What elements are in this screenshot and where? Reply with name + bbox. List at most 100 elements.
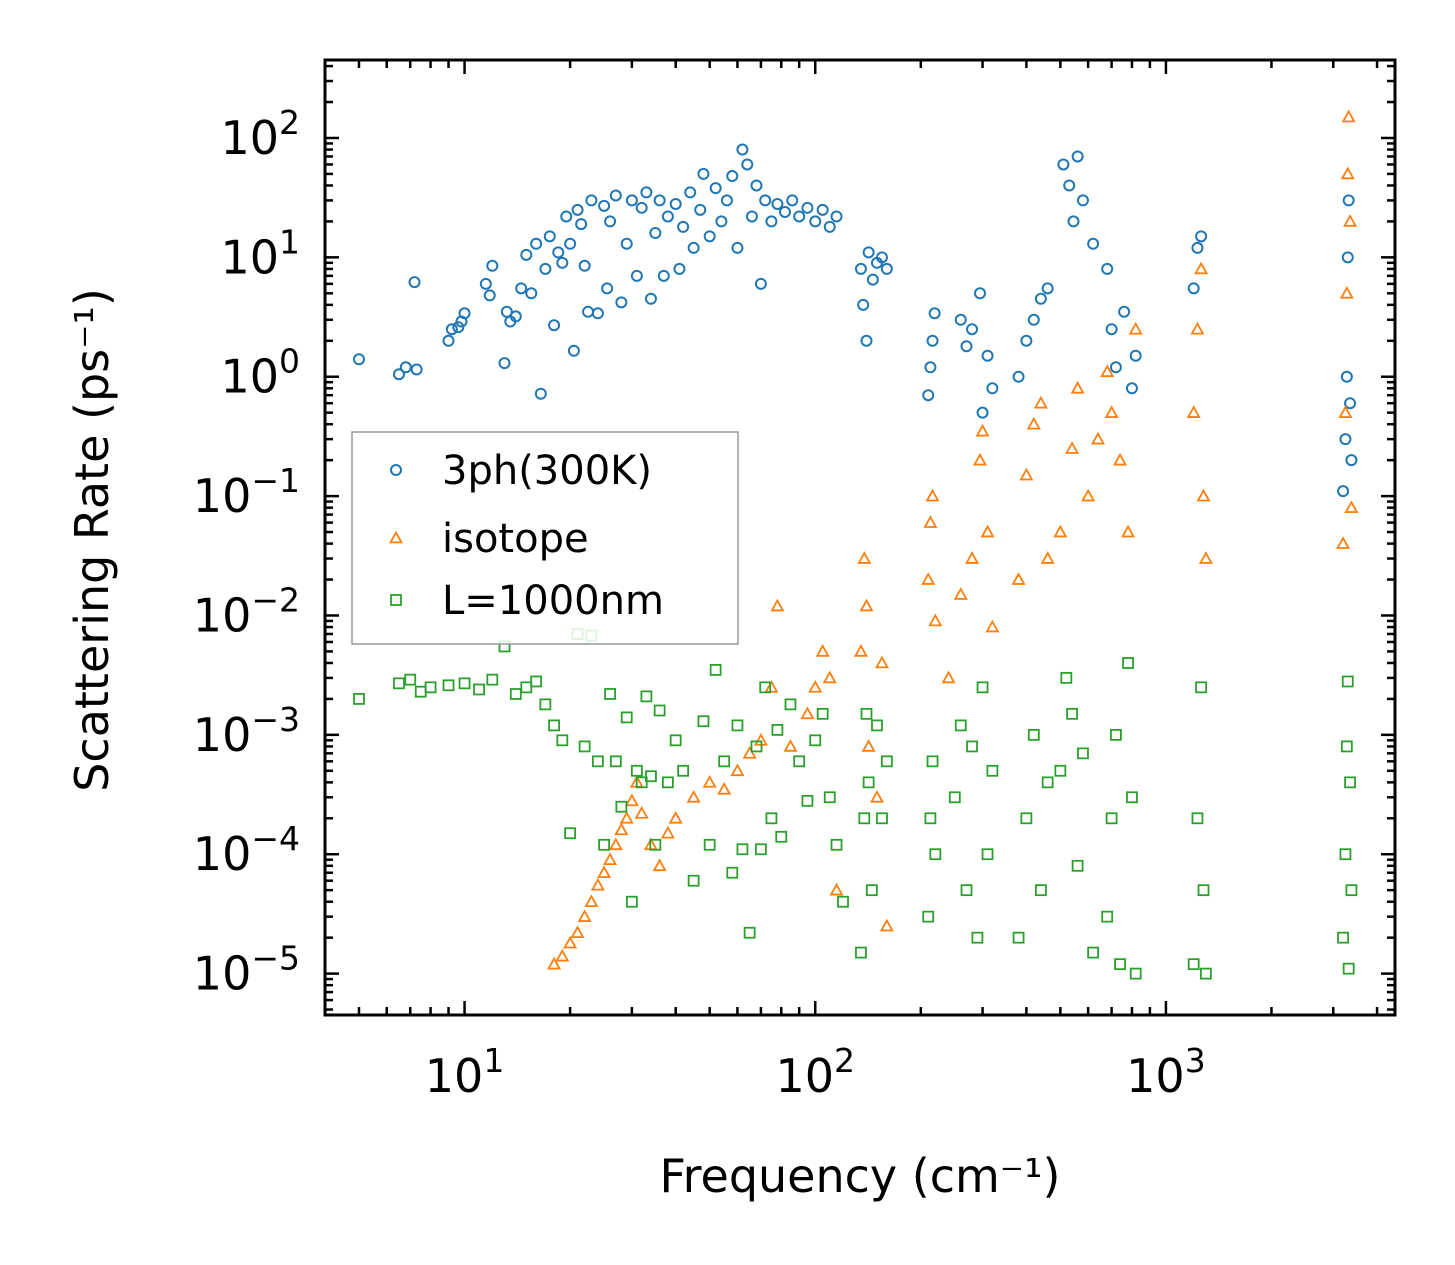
data-point-square [591, 755, 604, 768]
data-point-triangle [1011, 572, 1026, 585]
data-point-square [929, 848, 942, 861]
data-point-circle [880, 262, 893, 275]
data-point-square [1191, 812, 1204, 825]
data-point-circle [1105, 323, 1118, 336]
data-point-square [759, 681, 772, 694]
data-point-circle [392, 368, 405, 381]
data-point-circle [765, 215, 778, 228]
data-point-triangle [717, 781, 732, 795]
data-point-square [1060, 671, 1073, 684]
data-point-square [926, 755, 939, 768]
legend: 3ph(300K) isotope L=1000nm [351, 431, 739, 645]
data-point-square [486, 673, 499, 686]
y-tick-label: 10−3 [193, 700, 300, 762]
data-point-circle [697, 167, 710, 180]
data-point-circle [1076, 194, 1089, 207]
data-point-triangle [1081, 488, 1096, 502]
data-point-circle [585, 194, 598, 207]
data-point-square [731, 719, 744, 732]
data-point-square [539, 698, 552, 711]
data-point-square [630, 764, 643, 777]
data-point-triangle [980, 524, 995, 538]
data-point-square [1339, 848, 1352, 861]
data-point-triangle [730, 763, 745, 777]
data-point-square [1342, 962, 1355, 975]
data-point-triangle [822, 670, 837, 684]
data-point-circle [1067, 215, 1080, 228]
data-point-square [649, 838, 662, 851]
data-point-triangle [1339, 285, 1354, 299]
legend-label: isotope [442, 516, 589, 562]
data-point-triangle [859, 598, 874, 612]
data-point-square [1054, 764, 1067, 777]
data-point-circle [754, 277, 767, 290]
data-point-circle [1034, 292, 1047, 305]
data-point-square [858, 812, 871, 825]
data-point-triangle [1100, 364, 1115, 378]
data-point-triangle [652, 858, 667, 872]
data-point-triangle [861, 739, 876, 752]
data-point-circle [731, 241, 744, 254]
data-point-triangle [1186, 405, 1201, 418]
data-point-square [1345, 884, 1358, 897]
data-point-circle [830, 210, 843, 223]
data-point-circle [498, 357, 511, 370]
data-point-triangle [547, 956, 562, 970]
data-point-square [1344, 776, 1356, 789]
data-point-triangle [783, 739, 798, 752]
data-point-circle [591, 307, 604, 320]
data-point-square [865, 884, 878, 897]
data-point-circle [966, 323, 979, 336]
data-point-square [743, 926, 756, 939]
data-point-triangle [742, 745, 757, 759]
data-point-square [1071, 859, 1084, 872]
data-point-circle [720, 194, 733, 207]
data-point-triangle [879, 918, 894, 932]
data-point-circle [823, 220, 836, 233]
data-point-circle [1027, 313, 1040, 326]
data-point-square [1077, 747, 1089, 760]
data-point-circle [609, 189, 622, 202]
data-point-square [703, 838, 716, 851]
data-point-triangle [603, 852, 618, 865]
data-point-square [1129, 967, 1142, 980]
data-point-circle [860, 334, 873, 347]
data-point-circle [515, 282, 528, 295]
data-point-square [620, 711, 633, 724]
data-point-circle [866, 273, 879, 286]
data-point-triangle [1019, 467, 1034, 481]
data-point-triangle [923, 515, 938, 528]
data-point-circle [548, 319, 561, 332]
data-point-circle [1109, 361, 1122, 374]
data-point-square [677, 764, 690, 777]
data-point-square [726, 866, 739, 879]
data-point-square [548, 719, 560, 732]
data-point-circle [673, 262, 686, 275]
data-point-triangle [634, 805, 649, 819]
data-point-triangle [953, 587, 968, 600]
data-point-square [556, 734, 569, 747]
data-point-triangle [928, 613, 943, 627]
data-point-triangle [829, 882, 844, 896]
data-point-square [1027, 728, 1040, 741]
data-point-circle [352, 353, 365, 366]
x-axis-title: Frequency (cm⁻¹) [660, 1149, 1061, 1203]
data-point-square [564, 827, 577, 840]
data-point-square [1122, 657, 1134, 669]
data-point-square [718, 755, 731, 768]
data-point-circle [924, 361, 937, 374]
data-point-circle [644, 292, 657, 305]
data-point-triangle [660, 825, 675, 839]
data-point-square [765, 812, 778, 825]
data-point-triangle [1344, 500, 1359, 513]
data-point-triangle [577, 909, 592, 922]
data-point-square [976, 681, 989, 694]
data-point-circle [455, 315, 468, 328]
data-points-layer [352, 109, 1359, 980]
x-tick-label: 102 [775, 1041, 855, 1103]
data-point-circle [759, 194, 772, 207]
data-point-square [1012, 931, 1025, 944]
data-point-square [801, 794, 814, 807]
data-point-square [981, 848, 994, 861]
data-point-triangle [597, 865, 612, 879]
